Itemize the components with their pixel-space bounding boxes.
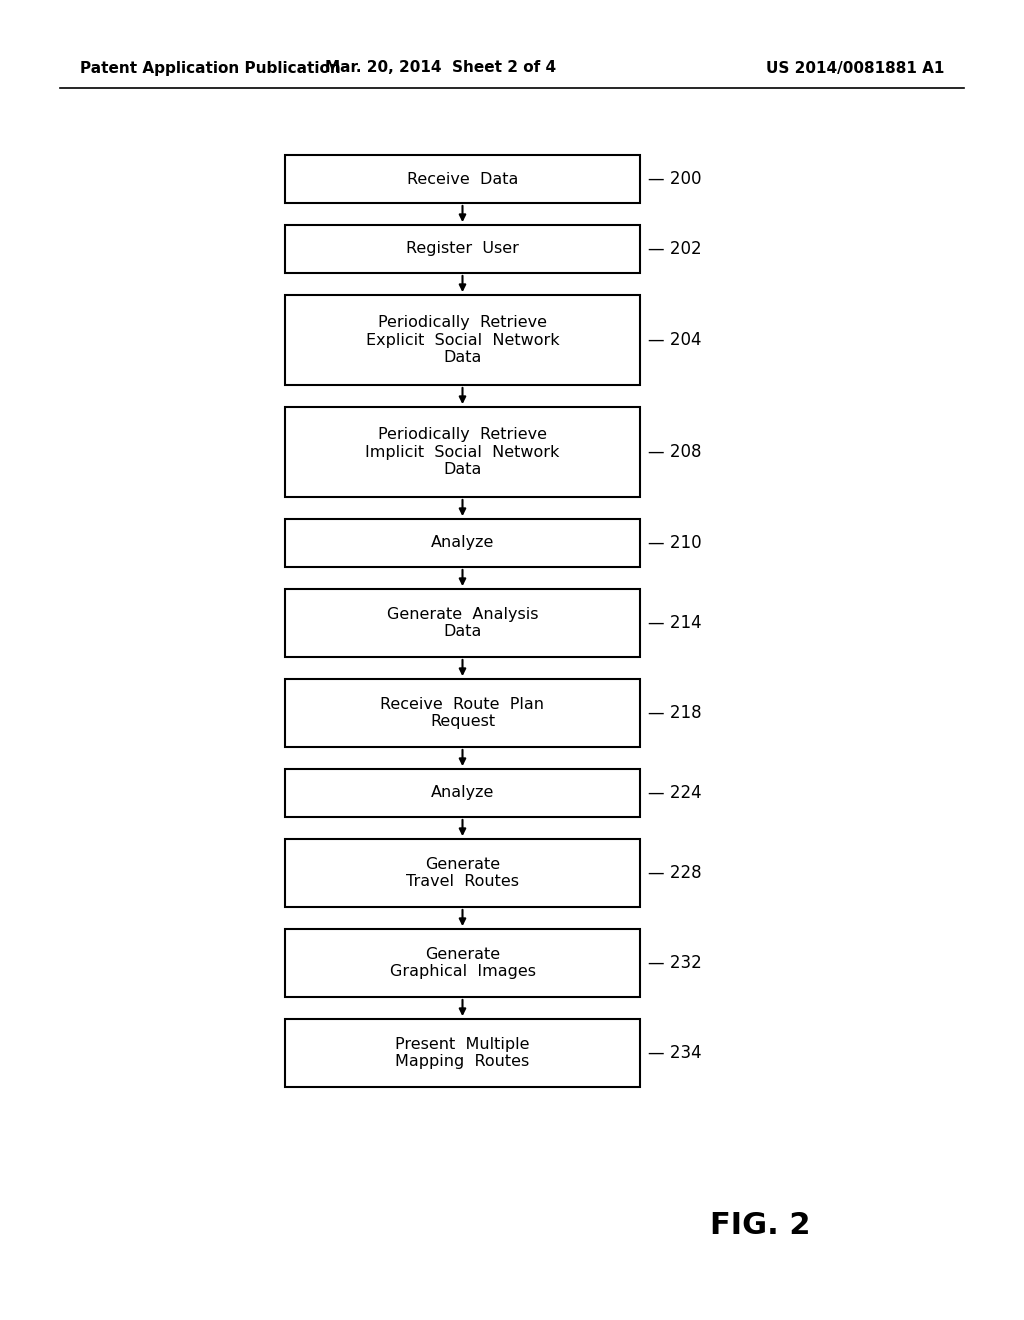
Text: US 2014/0081881 A1: US 2014/0081881 A1 xyxy=(766,61,944,75)
Bar xyxy=(285,840,640,907)
Text: Register  User: Register User xyxy=(407,242,519,256)
Text: Generate
Travel  Routes: Generate Travel Routes xyxy=(406,857,519,890)
Text: Periodically  Retrieve
Explicit  Social  Network
Data: Periodically Retrieve Explicit Social Ne… xyxy=(366,315,559,364)
Text: — 234: — 234 xyxy=(648,1044,701,1063)
Bar xyxy=(285,1019,640,1086)
Text: — 204: — 204 xyxy=(648,331,701,348)
Bar xyxy=(285,154,640,203)
Bar xyxy=(285,770,640,817)
Text: — 218: — 218 xyxy=(648,704,701,722)
Text: Mar. 20, 2014  Sheet 2 of 4: Mar. 20, 2014 Sheet 2 of 4 xyxy=(325,61,556,75)
Text: Periodically  Retrieve
Implicit  Social  Network
Data: Periodically Retrieve Implicit Social Ne… xyxy=(366,428,560,477)
Bar xyxy=(285,407,640,498)
Text: — 214: — 214 xyxy=(648,614,701,632)
Text: Receive  Route  Plan
Request: Receive Route Plan Request xyxy=(381,697,545,729)
Bar xyxy=(285,678,640,747)
Text: — 200: — 200 xyxy=(648,170,701,187)
Text: Analyze: Analyze xyxy=(431,785,495,800)
Bar xyxy=(285,224,640,273)
Text: Generate
Graphical  Images: Generate Graphical Images xyxy=(389,946,536,979)
Text: Analyze: Analyze xyxy=(431,536,495,550)
Text: — 202: — 202 xyxy=(648,240,701,257)
Text: — 228: — 228 xyxy=(648,865,701,882)
Text: — 224: — 224 xyxy=(648,784,701,803)
Text: — 232: — 232 xyxy=(648,954,701,972)
Text: Present  Multiple
Mapping  Routes: Present Multiple Mapping Routes xyxy=(395,1036,529,1069)
Bar xyxy=(285,589,640,657)
Text: FIG. 2: FIG. 2 xyxy=(710,1210,810,1239)
Text: — 208: — 208 xyxy=(648,444,701,461)
Bar xyxy=(285,519,640,568)
Bar xyxy=(285,929,640,997)
Text: Patent Application Publication: Patent Application Publication xyxy=(80,61,341,75)
Text: Receive  Data: Receive Data xyxy=(407,172,518,186)
Text: Generate  Analysis
Data: Generate Analysis Data xyxy=(387,607,539,639)
Text: — 210: — 210 xyxy=(648,535,701,552)
Bar xyxy=(285,294,640,385)
